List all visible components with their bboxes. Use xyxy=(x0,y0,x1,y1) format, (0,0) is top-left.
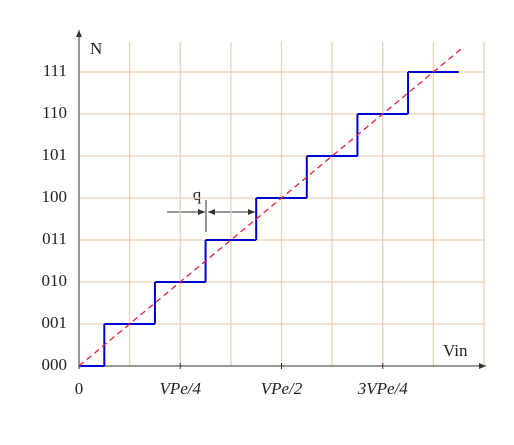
annotation: q xyxy=(193,185,202,204)
y-tick-label: 011 xyxy=(42,229,67,248)
x-tick-label: 0 xyxy=(75,379,84,398)
x-tick-label: 3VPe/4 xyxy=(357,379,409,398)
q-arrows xyxy=(167,200,255,232)
y-tick-label: 100 xyxy=(42,187,68,206)
y-axis-label: N xyxy=(90,39,102,58)
y-tick-label: 101 xyxy=(42,145,68,164)
ideal-line xyxy=(78,46,465,367)
x-axis-label: Vin xyxy=(443,341,468,360)
y-tick-label: 001 xyxy=(42,313,68,332)
y-tick-label: 110 xyxy=(42,103,67,122)
y-tick-label: 010 xyxy=(42,271,68,290)
x-tick-label: VPe/4 xyxy=(159,379,201,398)
y-tick-label: 111 xyxy=(43,61,67,80)
x-tick-label: VPe/2 xyxy=(261,379,303,398)
y-tick-label: 000 xyxy=(42,355,68,374)
